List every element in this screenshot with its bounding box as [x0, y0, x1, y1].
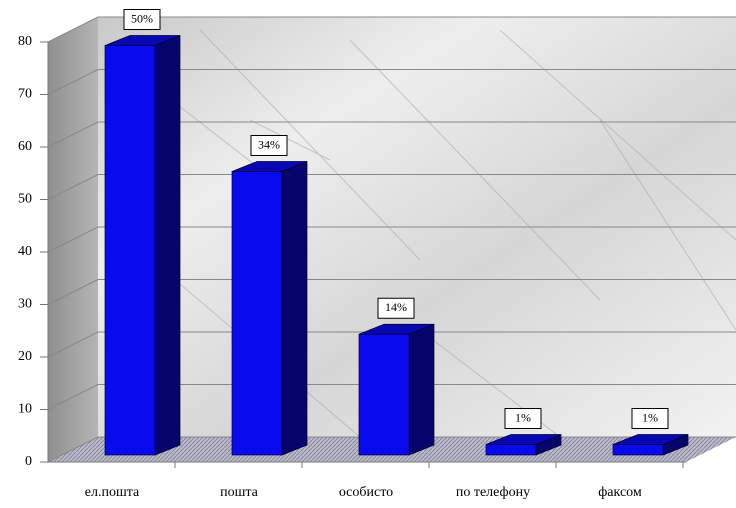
bar-side: [281, 160, 308, 456]
grid-line: [47, 331, 736, 358]
grid-line: [47, 279, 736, 305]
grid-line: [47, 226, 736, 253]
percent-label: 50%: [131, 11, 153, 25]
x-tick-label: ел.пошта: [85, 485, 140, 500]
percent-label: 1%: [515, 410, 531, 424]
y-tick-label: 60: [18, 139, 32, 154]
percent-label-box: [377, 297, 415, 319]
y-tick-label: 30: [18, 297, 32, 312]
percent-label-box: [631, 408, 669, 429]
y-tick-label: 20: [18, 349, 32, 364]
bar: [231, 171, 283, 456]
y-tick-label: 50: [18, 192, 32, 207]
y-tick-label: 70: [18, 87, 32, 102]
percent-label: 14%: [385, 300, 407, 314]
x-tick-label: факсом: [598, 485, 642, 500]
bar-side: [408, 323, 435, 456]
y-tick-label: 10: [18, 402, 32, 417]
bar: [358, 333, 410, 456]
bar: [104, 45, 156, 456]
x-tick-label: по телефону: [456, 485, 530, 500]
x-tick-label: особисто: [339, 485, 393, 500]
y-tick-label: 40: [18, 244, 32, 259]
percent-label-box: [250, 135, 288, 156]
bar: [485, 444, 537, 456]
bar: [612, 444, 664, 456]
grid-line: [47, 69, 736, 95]
grid-line: [47, 121, 736, 148]
grid-line: [47, 384, 736, 410]
y-tick-label: 0: [25, 454, 32, 469]
grid-line: [47, 16, 736, 43]
x-tick-label: пошта: [220, 485, 259, 500]
grid-line: [47, 174, 736, 200]
percent-label-box: [504, 408, 542, 429]
y-tick-label: 80: [18, 34, 32, 49]
percent-label: 1%: [642, 410, 658, 424]
bar-side: [154, 34, 181, 456]
percent-label-box: [123, 9, 161, 30]
percent-label: 34%: [258, 137, 280, 151]
